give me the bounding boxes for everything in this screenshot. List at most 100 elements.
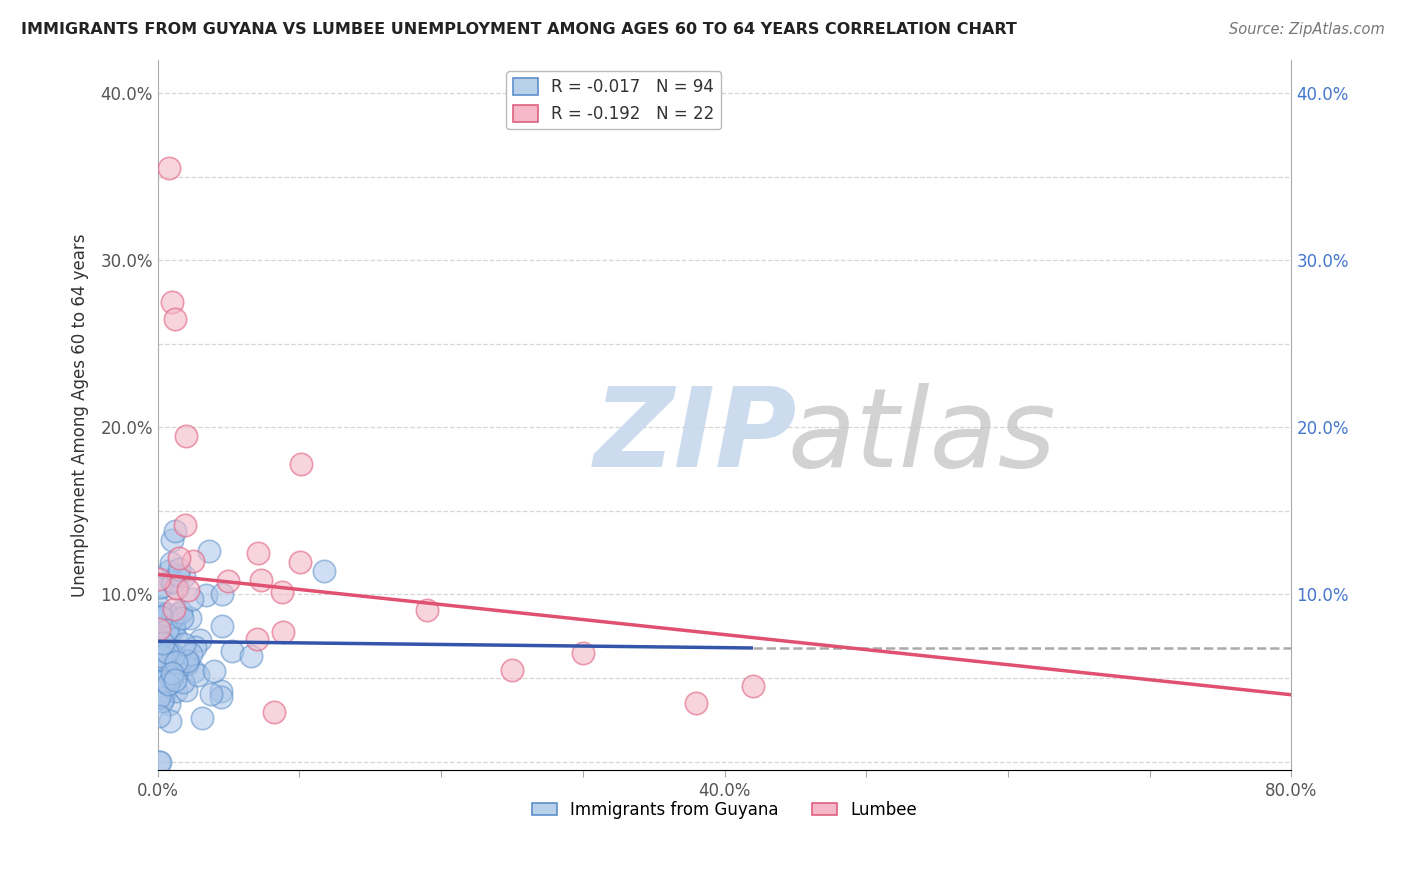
Point bbox=[149, 606, 172, 620]
Point bbox=[149, 580, 172, 594]
Point bbox=[194, 589, 217, 603]
Point bbox=[157, 697, 180, 711]
Point bbox=[148, 661, 170, 675]
Point bbox=[148, 614, 170, 628]
Point bbox=[184, 640, 207, 654]
Text: IMMIGRANTS FROM GUYANA VS LUMBEE UNEMPLOYMENT AMONG AGES 60 TO 64 YEARS CORRELAT: IMMIGRANTS FROM GUYANA VS LUMBEE UNEMPLO… bbox=[21, 22, 1017, 37]
Point bbox=[246, 546, 269, 560]
Point bbox=[179, 611, 201, 625]
Point bbox=[173, 657, 195, 671]
Point bbox=[153, 653, 176, 667]
Point bbox=[148, 640, 170, 655]
Point bbox=[211, 690, 233, 704]
Point bbox=[177, 583, 200, 598]
Point bbox=[271, 584, 294, 599]
Point bbox=[150, 694, 173, 708]
Point bbox=[200, 687, 222, 701]
Point bbox=[150, 610, 173, 624]
Point bbox=[156, 631, 179, 645]
Point bbox=[165, 655, 187, 669]
Point bbox=[155, 621, 177, 635]
Point bbox=[148, 690, 170, 704]
Point bbox=[188, 632, 211, 647]
Text: atlas: atlas bbox=[787, 383, 1056, 490]
Point bbox=[165, 524, 187, 538]
Point bbox=[165, 683, 187, 698]
Point bbox=[167, 562, 190, 576]
Point bbox=[177, 653, 200, 667]
Point bbox=[163, 653, 186, 667]
Point bbox=[162, 574, 184, 589]
Point bbox=[162, 619, 184, 633]
Point bbox=[174, 428, 197, 442]
Point bbox=[149, 649, 172, 664]
Point bbox=[148, 709, 170, 723]
Point bbox=[152, 630, 174, 644]
Point bbox=[156, 618, 179, 632]
Point bbox=[314, 564, 336, 578]
Point bbox=[160, 670, 183, 684]
Point bbox=[155, 643, 177, 657]
Point bbox=[160, 557, 183, 571]
Point bbox=[149, 755, 172, 769]
Point bbox=[156, 677, 179, 691]
Point bbox=[173, 569, 195, 583]
Point bbox=[166, 663, 188, 677]
Point bbox=[176, 657, 198, 671]
Point bbox=[156, 668, 179, 682]
Point bbox=[198, 544, 221, 558]
Point bbox=[148, 755, 170, 769]
Point bbox=[221, 644, 243, 658]
Point bbox=[173, 517, 195, 532]
Point bbox=[149, 611, 172, 625]
Text: ZIP: ZIP bbox=[595, 383, 797, 490]
Point bbox=[148, 650, 170, 665]
Point bbox=[165, 673, 187, 688]
Point bbox=[152, 625, 174, 640]
Point bbox=[163, 311, 186, 326]
Point bbox=[148, 599, 170, 614]
Point bbox=[155, 607, 177, 622]
Point bbox=[150, 580, 173, 594]
Text: Source: ZipAtlas.com: Source: ZipAtlas.com bbox=[1229, 22, 1385, 37]
Point bbox=[572, 646, 595, 660]
Point bbox=[148, 573, 170, 587]
Point bbox=[166, 631, 188, 645]
Point bbox=[159, 646, 181, 660]
Point bbox=[153, 626, 176, 640]
Point bbox=[167, 568, 190, 582]
Point bbox=[156, 640, 179, 654]
Point bbox=[211, 619, 233, 633]
Point bbox=[167, 551, 190, 566]
Point bbox=[209, 683, 232, 698]
Legend: Immigrants from Guyana, Lumbee: Immigrants from Guyana, Lumbee bbox=[526, 794, 924, 826]
Point bbox=[246, 632, 269, 647]
Point bbox=[157, 628, 180, 642]
Point bbox=[173, 637, 195, 651]
Point bbox=[180, 647, 202, 661]
Point bbox=[162, 610, 184, 624]
Point bbox=[170, 611, 193, 625]
Point bbox=[148, 612, 170, 626]
Point bbox=[166, 582, 188, 596]
Point bbox=[211, 587, 233, 601]
Point bbox=[501, 663, 523, 677]
Point bbox=[742, 680, 765, 694]
Point bbox=[150, 610, 173, 624]
Point bbox=[152, 683, 174, 698]
Point bbox=[152, 636, 174, 650]
Point bbox=[183, 665, 205, 679]
Point bbox=[181, 554, 204, 568]
Point bbox=[170, 605, 193, 619]
Point bbox=[166, 607, 188, 621]
Point bbox=[157, 564, 180, 578]
Point bbox=[191, 711, 214, 725]
Point bbox=[156, 645, 179, 659]
Point bbox=[156, 624, 179, 638]
Point bbox=[159, 714, 181, 728]
Point bbox=[163, 621, 186, 635]
Point bbox=[263, 705, 285, 719]
Point bbox=[240, 648, 263, 663]
Point bbox=[153, 673, 176, 688]
Point bbox=[160, 295, 183, 310]
